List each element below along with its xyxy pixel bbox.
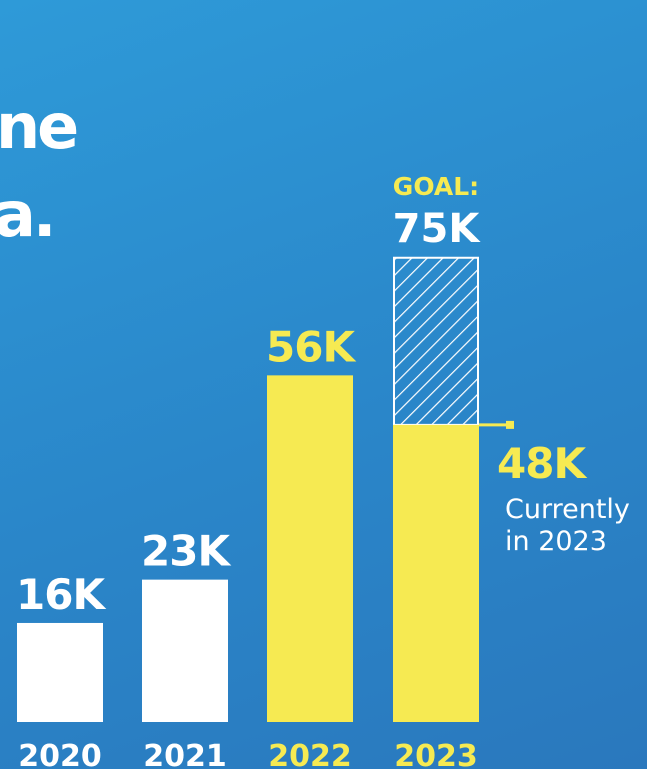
current-note-line-2: in 2023 bbox=[505, 526, 607, 557]
headline-line-1: ne bbox=[0, 90, 79, 163]
bars-layer bbox=[17, 256, 514, 722]
value-label-2020: 16K bbox=[16, 570, 106, 619]
value-label-2021: 23K bbox=[141, 527, 231, 576]
current-marker-dot bbox=[506, 420, 514, 429]
value-label-2023: 48K bbox=[497, 439, 587, 488]
bar-2021 bbox=[142, 579, 228, 722]
headline-line-2: a. bbox=[0, 178, 56, 251]
year-label-2021: 2021 bbox=[143, 739, 227, 769]
year-label-2023: 2023 bbox=[394, 739, 478, 769]
value-label-2022: 56K bbox=[266, 322, 356, 371]
year-label-2020: 2020 bbox=[18, 739, 102, 769]
goal-hatch-bar bbox=[393, 256, 479, 426]
bar-2022 bbox=[267, 375, 353, 722]
current-note-line-1: Currently bbox=[505, 494, 630, 525]
labels-layer: 2020 16K 2021 23K 2022 56K GOAL: 75K 2023 48K Curr… bbox=[16, 172, 630, 769]
goal-value-label: 75K bbox=[393, 206, 482, 252]
goal-prefix-label: GOAL: bbox=[393, 172, 479, 201]
bar-2023 bbox=[393, 424, 479, 722]
year-label-2022: 2022 bbox=[268, 739, 352, 769]
bar-2020 bbox=[17, 622, 103, 722]
